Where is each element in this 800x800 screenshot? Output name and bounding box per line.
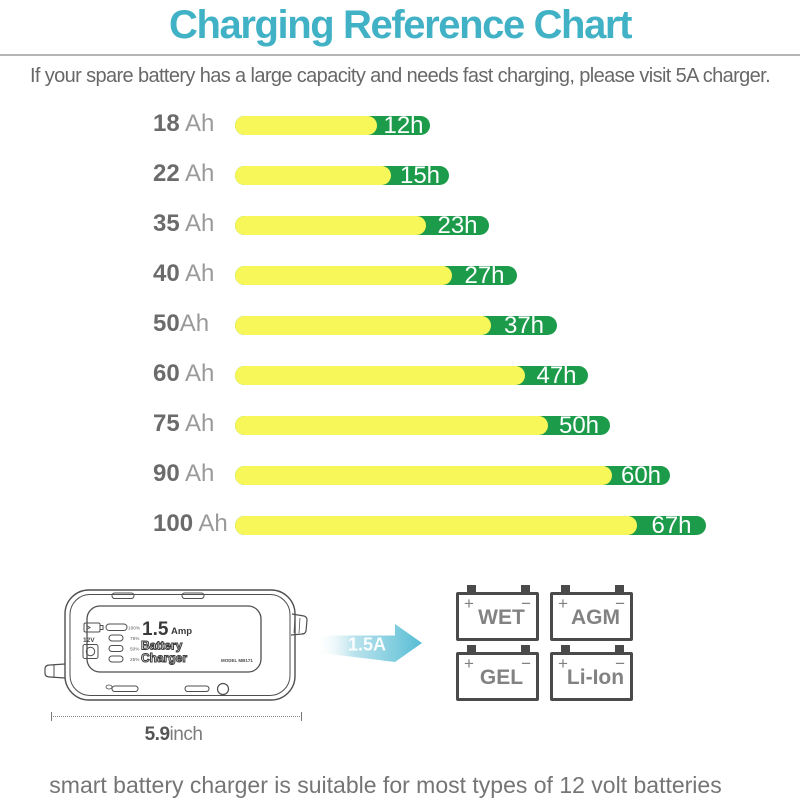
svg-text:Amp: Amp — [171, 626, 192, 637]
svg-text:Battery: Battery — [141, 639, 183, 653]
svg-text:75%: 75% — [130, 636, 139, 641]
svg-text:25%: 25% — [130, 657, 139, 662]
svg-text:100%: 100% — [128, 626, 140, 631]
svg-text:Charger: Charger — [141, 651, 187, 665]
svg-text:MODEL MB171: MODEL MB171 — [221, 658, 253, 663]
svg-text:1.5: 1.5 — [142, 619, 169, 640]
svg-text:12V: 12V — [83, 637, 95, 644]
svg-text:1.5A: 1.5A — [348, 635, 386, 655]
svg-text:50%: 50% — [130, 647, 139, 652]
